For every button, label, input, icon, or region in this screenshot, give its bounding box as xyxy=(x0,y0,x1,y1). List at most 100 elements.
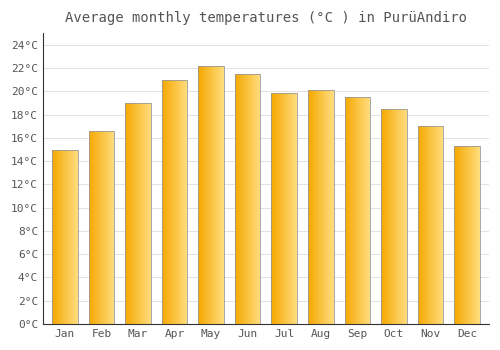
Bar xyxy=(286,92,287,324)
Bar xyxy=(465,146,466,324)
Bar xyxy=(205,66,206,324)
Bar xyxy=(322,90,323,324)
Bar xyxy=(426,126,427,324)
Bar xyxy=(348,97,349,324)
Bar xyxy=(362,97,363,324)
Bar xyxy=(63,149,64,324)
Bar xyxy=(245,74,246,324)
Bar xyxy=(403,109,404,324)
Bar xyxy=(357,97,358,324)
Bar xyxy=(112,131,113,324)
Bar xyxy=(422,126,423,324)
Bar xyxy=(208,66,209,324)
Bar xyxy=(464,146,465,324)
Bar xyxy=(181,80,182,324)
Bar xyxy=(206,66,207,324)
Bar xyxy=(418,126,443,324)
Bar xyxy=(220,66,221,324)
Bar xyxy=(456,146,457,324)
Bar xyxy=(423,126,424,324)
Bar xyxy=(177,80,178,324)
Bar xyxy=(294,92,295,324)
Bar xyxy=(272,92,273,324)
Bar xyxy=(130,103,131,324)
Bar xyxy=(113,131,114,324)
Bar xyxy=(434,126,435,324)
Bar xyxy=(211,66,212,324)
Bar xyxy=(420,126,421,324)
Bar xyxy=(52,149,78,324)
Bar xyxy=(369,97,370,324)
Bar xyxy=(105,131,106,324)
Bar xyxy=(479,146,480,324)
Bar xyxy=(74,149,75,324)
Bar xyxy=(275,92,276,324)
Bar xyxy=(344,97,370,324)
Bar xyxy=(72,149,73,324)
Bar xyxy=(401,109,402,324)
Bar xyxy=(101,131,102,324)
Bar xyxy=(273,92,274,324)
Bar xyxy=(467,146,468,324)
Bar xyxy=(386,109,387,324)
Bar xyxy=(471,146,472,324)
Bar xyxy=(216,66,217,324)
Bar xyxy=(164,80,165,324)
Bar xyxy=(429,126,430,324)
Bar xyxy=(283,92,284,324)
Bar xyxy=(184,80,185,324)
Bar xyxy=(390,109,391,324)
Bar xyxy=(359,97,360,324)
Bar xyxy=(90,131,91,324)
Bar xyxy=(257,74,258,324)
Bar xyxy=(287,92,288,324)
Bar xyxy=(455,146,456,324)
Bar xyxy=(103,131,104,324)
Bar xyxy=(238,74,239,324)
Bar xyxy=(427,126,428,324)
Bar xyxy=(361,97,362,324)
Bar xyxy=(393,109,394,324)
Bar xyxy=(399,109,400,324)
Bar xyxy=(217,66,218,324)
Bar xyxy=(134,103,135,324)
Bar xyxy=(391,109,392,324)
Bar xyxy=(381,109,406,324)
Bar xyxy=(431,126,432,324)
Bar xyxy=(129,103,130,324)
Bar xyxy=(65,149,66,324)
Bar xyxy=(235,74,236,324)
Bar xyxy=(432,126,433,324)
Bar xyxy=(100,131,101,324)
Bar xyxy=(466,146,467,324)
Bar xyxy=(288,92,289,324)
Bar xyxy=(394,109,395,324)
Bar xyxy=(173,80,174,324)
Bar xyxy=(168,80,169,324)
Bar xyxy=(256,74,257,324)
Bar xyxy=(219,66,220,324)
Bar xyxy=(69,149,70,324)
Bar xyxy=(327,90,328,324)
Bar xyxy=(91,131,92,324)
Bar xyxy=(138,103,139,324)
Bar xyxy=(418,126,419,324)
Bar xyxy=(365,97,366,324)
Bar xyxy=(172,80,173,324)
Bar xyxy=(421,126,422,324)
Bar xyxy=(96,131,97,324)
Bar xyxy=(108,131,109,324)
Bar xyxy=(457,146,458,324)
Bar xyxy=(459,146,460,324)
Bar xyxy=(404,109,405,324)
Bar xyxy=(381,109,382,324)
Bar xyxy=(425,126,426,324)
Bar xyxy=(296,92,297,324)
Bar xyxy=(148,103,150,324)
Bar xyxy=(200,66,201,324)
Bar xyxy=(280,92,281,324)
Bar xyxy=(107,131,108,324)
Bar xyxy=(330,90,331,324)
Bar xyxy=(385,109,386,324)
Bar xyxy=(106,131,107,324)
